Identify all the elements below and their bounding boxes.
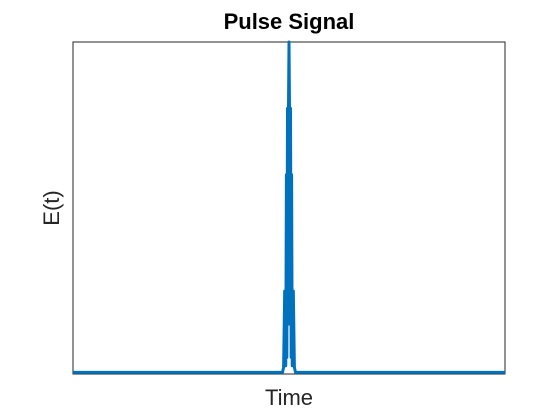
series-layer: [73, 40, 505, 374]
chart-title: Pulse Signal: [224, 9, 355, 34]
series-line-0: [73, 40, 505, 374]
x-axis-label: Time: [265, 385, 313, 410]
y-axis-label: E(t): [39, 190, 64, 225]
